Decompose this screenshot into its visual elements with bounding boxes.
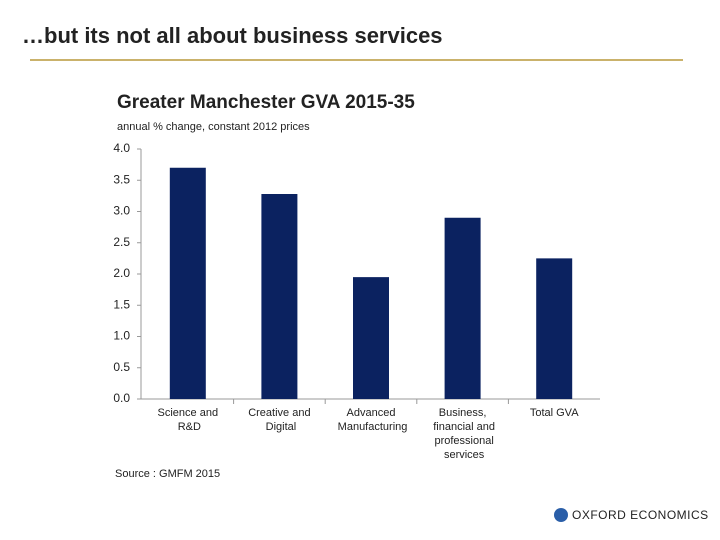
y-tick-label: 2.0 bbox=[113, 266, 130, 280]
x-tick-label: Advanced Manufacturing bbox=[335, 407, 408, 433]
chart-title: Greater Manchester GVA 2015-35 bbox=[117, 92, 415, 113]
bar bbox=[353, 277, 389, 399]
logo-icon bbox=[554, 508, 568, 522]
bar bbox=[444, 217, 481, 399]
y-tick-label: 2.5 bbox=[113, 235, 130, 249]
y-tick-label: 0.0 bbox=[113, 391, 130, 405]
bar bbox=[261, 194, 298, 399]
y-tick-label: 3.5 bbox=[113, 172, 130, 186]
x-tick-label: Business, financial and professional ser… bbox=[430, 407, 495, 461]
x-tick-label: Creative and Digital bbox=[248, 407, 310, 433]
y-tick-label: 0.5 bbox=[113, 360, 130, 374]
logo: OXFORD ECONOMICS bbox=[554, 508, 709, 522]
y-tick-label: 3.0 bbox=[113, 204, 130, 218]
chart-subtitle: annual % change, constant 2012 prices bbox=[117, 121, 310, 133]
y-tick-label: 4.0 bbox=[113, 141, 130, 155]
x-tick-label: Science and R&D bbox=[158, 407, 219, 433]
logo-text: OXFORD ECONOMICS bbox=[572, 508, 709, 522]
y-tick-label: 1.0 bbox=[113, 329, 130, 343]
bar bbox=[169, 167, 206, 399]
y-tick-label: 1.5 bbox=[113, 297, 130, 311]
x-tick-label: Total GVA bbox=[530, 407, 579, 419]
bar bbox=[536, 258, 573, 399]
slide-title: …but its not all about business services bbox=[22, 23, 443, 48]
source-note: Source : GMFM 2015 bbox=[115, 468, 220, 480]
